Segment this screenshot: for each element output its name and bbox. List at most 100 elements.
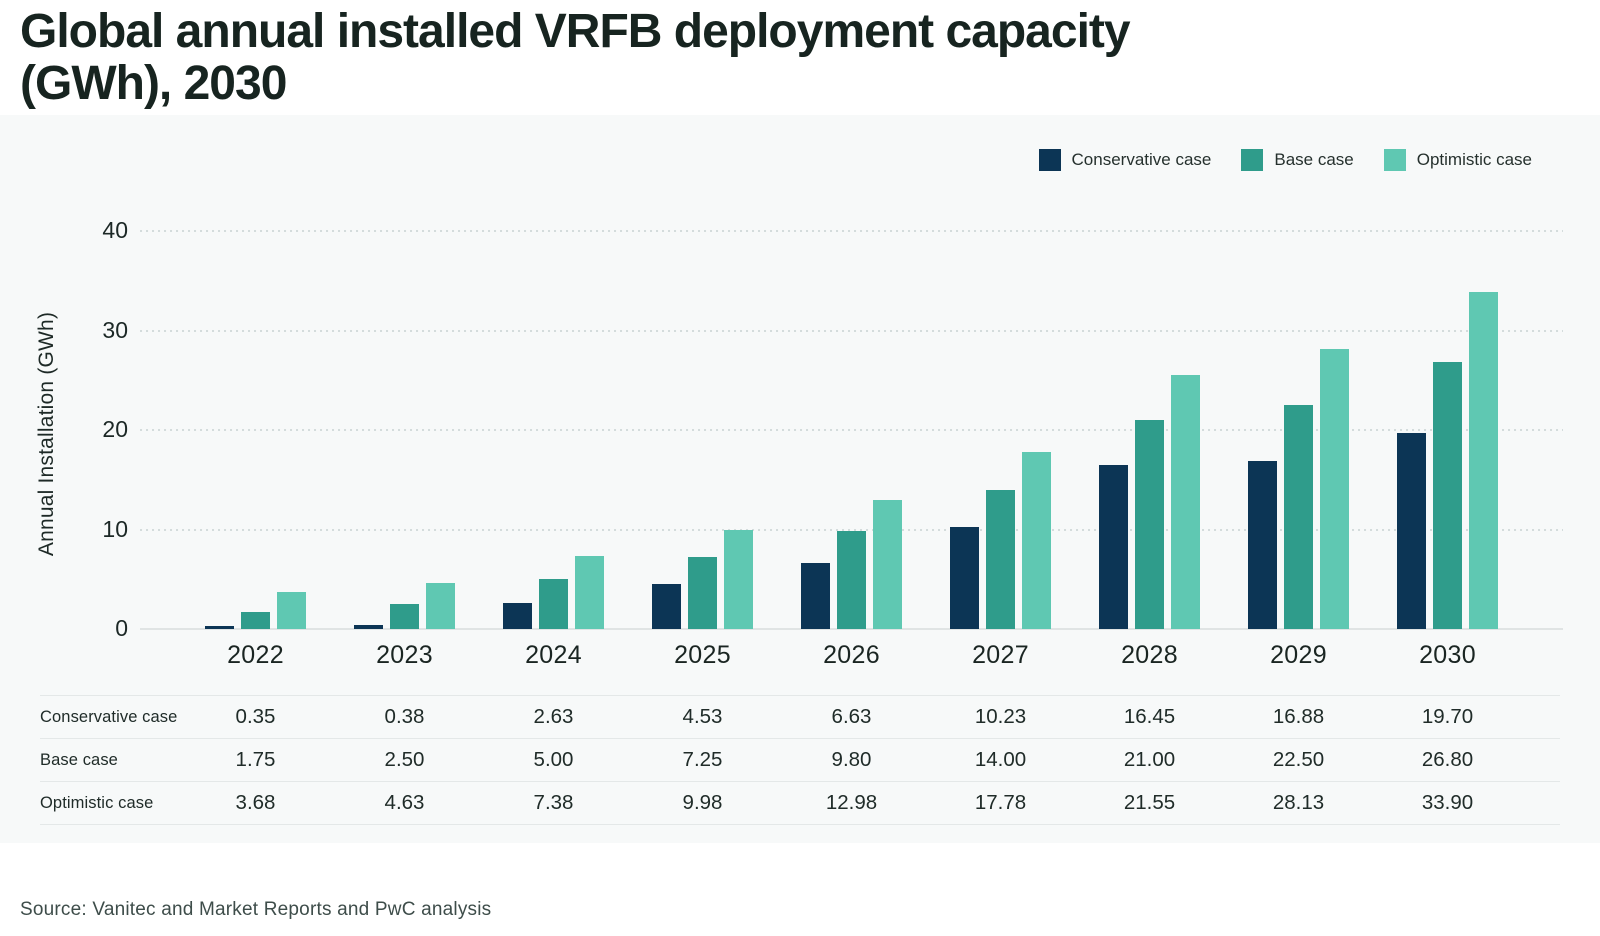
table-value-conservative-case-2026: 6.63 [831, 705, 872, 728]
table-value-conservative-case-2024: 2.63 [533, 705, 574, 728]
table-value-conservative-case-2027: 10.23 [974, 705, 1027, 728]
gridline-40 [140, 230, 1563, 232]
table-value-conservative-case-2022: 0.35 [235, 705, 276, 728]
table-value-base-case-2022: 1.75 [235, 748, 276, 771]
table-value-conservative-case-2029: 16.88 [1272, 705, 1325, 728]
table-row-label: Conservative case [40, 707, 178, 726]
legend-label-conservative: Conservative case [1071, 150, 1212, 169]
table-value-base-case-2030: 26.80 [1421, 748, 1474, 771]
table-value-optimistic-case-2028: 21.55 [1123, 791, 1176, 814]
bar-base-case-2028 [1134, 420, 1164, 629]
bar-base-case-2030 [1432, 362, 1462, 629]
bar-conservative-case-2029 [1247, 461, 1277, 629]
bar-conservative-case-2022 [204, 626, 234, 629]
source-text: Source: Vanitec and Market Reports and P… [20, 899, 492, 920]
year-label-2030: 2030 [1419, 640, 1476, 669]
bar-conservative-case-2025 [651, 584, 681, 629]
table-value-base-case-2027: 14.00 [974, 748, 1027, 771]
bar-group-2024 [502, 231, 604, 629]
year-label-2029: 2029 [1270, 640, 1327, 669]
table-row-optimistic-case: Optimistic case 3.68 4.63 7.38 9.98 12.98 17.7… [40, 781, 1560, 825]
bar-optimistic-case-2030 [1468, 292, 1498, 629]
table-value-base-case-2028: 21.00 [1123, 748, 1176, 771]
bar-group-2030 [1396, 231, 1498, 629]
bar-group-2027 [949, 231, 1051, 629]
bar-base-case-2025 [687, 557, 717, 629]
bar-conservative-case-2027 [949, 527, 979, 629]
table-value-conservative-case-2030: 19.70 [1421, 705, 1474, 728]
y-tick-0: 0 [115, 614, 128, 641]
gridline-10 [140, 528, 1563, 531]
bar-group-2026 [800, 231, 902, 629]
y-tick-30: 30 [102, 316, 128, 343]
chart-legend: Conservative case Base case Optimistic c… [1038, 149, 1532, 171]
year-label-2022: 2022 [227, 640, 284, 669]
bar-conservative-case-2026 [800, 563, 830, 629]
table-value-optimistic-case-2024: 7.38 [533, 791, 574, 814]
bar-optimistic-case-2028 [1170, 375, 1200, 629]
bar-group-2028 [1098, 231, 1200, 629]
legend-item-base: Base case [1241, 149, 1354, 171]
table-value-base-case-2026: 9.80 [831, 748, 872, 771]
legend-label-base: Base case [1274, 150, 1354, 169]
legend-swatch-optimistic [1383, 149, 1406, 171]
bar-optimistic-case-2026 [872, 500, 902, 629]
table-value-base-case-2025: 7.25 [682, 748, 723, 771]
y-tick-20: 20 [102, 415, 128, 442]
table-value-conservative-case-2028: 16.45 [1123, 705, 1176, 728]
year-label-2028: 2028 [1121, 640, 1178, 669]
page-title: Global annual installed VRFB deployment … [20, 6, 1560, 110]
bar-group-2022 [204, 231, 306, 629]
table-value-optimistic-case-2022: 3.68 [235, 791, 276, 814]
year-label-2024: 2024 [525, 640, 582, 669]
bar-base-case-2022 [240, 612, 270, 629]
table-value-base-case-2024: 5.00 [533, 748, 574, 771]
table-value-base-case-2023: 2.50 [384, 748, 425, 771]
table-row-label: Base case [40, 750, 118, 769]
bar-base-case-2023 [389, 604, 419, 629]
legend-swatch-base [1241, 149, 1264, 171]
bar-optimistic-case-2025 [723, 530, 753, 629]
page-title-line1: Global annual installed VRFB deployment … [20, 5, 1131, 58]
bar-base-case-2027 [985, 490, 1015, 629]
page-title-line2: (GWh), 2030 [20, 57, 287, 110]
bar-base-case-2029 [1283, 405, 1313, 629]
bar-conservative-case-2023 [353, 625, 383, 629]
table-value-optimistic-case-2027: 17.78 [974, 791, 1027, 814]
table-value-conservative-case-2025: 4.53 [682, 705, 723, 728]
year-label-2027: 2027 [972, 640, 1029, 669]
table-value-optimistic-case-2026: 12.98 [825, 791, 878, 814]
bar-optimistic-case-2023 [425, 583, 455, 629]
table-value-optimistic-case-2029: 28.13 [1272, 791, 1325, 814]
y-axis-title: Annual Installation (GWh) [35, 311, 58, 557]
bar-conservative-case-2024 [502, 603, 532, 629]
bar-optimistic-case-2027 [1021, 452, 1051, 629]
bar-optimistic-case-2029 [1319, 349, 1349, 629]
table-value-optimistic-case-2023: 4.63 [384, 791, 425, 814]
legend-label-optimistic: Optimistic case [1416, 150, 1532, 169]
bar-base-case-2024 [538, 579, 568, 629]
bar-group-2023 [353, 231, 455, 629]
year-label-2026: 2026 [823, 640, 880, 669]
gridline-20 [140, 429, 1563, 431]
bar-chart-plot-area [140, 230, 1563, 630]
year-label-2023: 2023 [376, 640, 433, 669]
x-axis-baseline [140, 628, 1563, 630]
table-row-conservative-case: Conservative case 0.35 0.38 2.63 4.53 6.63 10.… [40, 695, 1560, 738]
table-value-base-case-2029: 22.50 [1272, 748, 1325, 771]
legend-swatch-conservative [1038, 149, 1061, 171]
bar-optimistic-case-2024 [574, 556, 604, 629]
data-table: Conservative case 0.35 0.38 2.63 4.53 6.63 10.… [40, 695, 1560, 825]
bar-conservative-case-2028 [1098, 465, 1128, 629]
bar-base-case-2026 [836, 531, 866, 629]
bar-optimistic-case-2022 [276, 592, 306, 629]
legend-item-conservative: Conservative case [1038, 149, 1212, 171]
bar-conservative-case-2030 [1396, 433, 1426, 629]
table-row-label: Optimistic case [40, 793, 154, 812]
bar-group-2025 [651, 231, 753, 629]
table-value-optimistic-case-2025: 9.98 [682, 791, 723, 814]
y-tick-40: 40 [102, 216, 128, 243]
legend-item-optimistic: Optimistic case [1383, 149, 1532, 171]
y-tick-10: 10 [102, 515, 128, 542]
x-axis-year-labels: 2022 2023 2024 2025 2026 2027 2028 2029 2030 [40, 638, 1560, 672]
